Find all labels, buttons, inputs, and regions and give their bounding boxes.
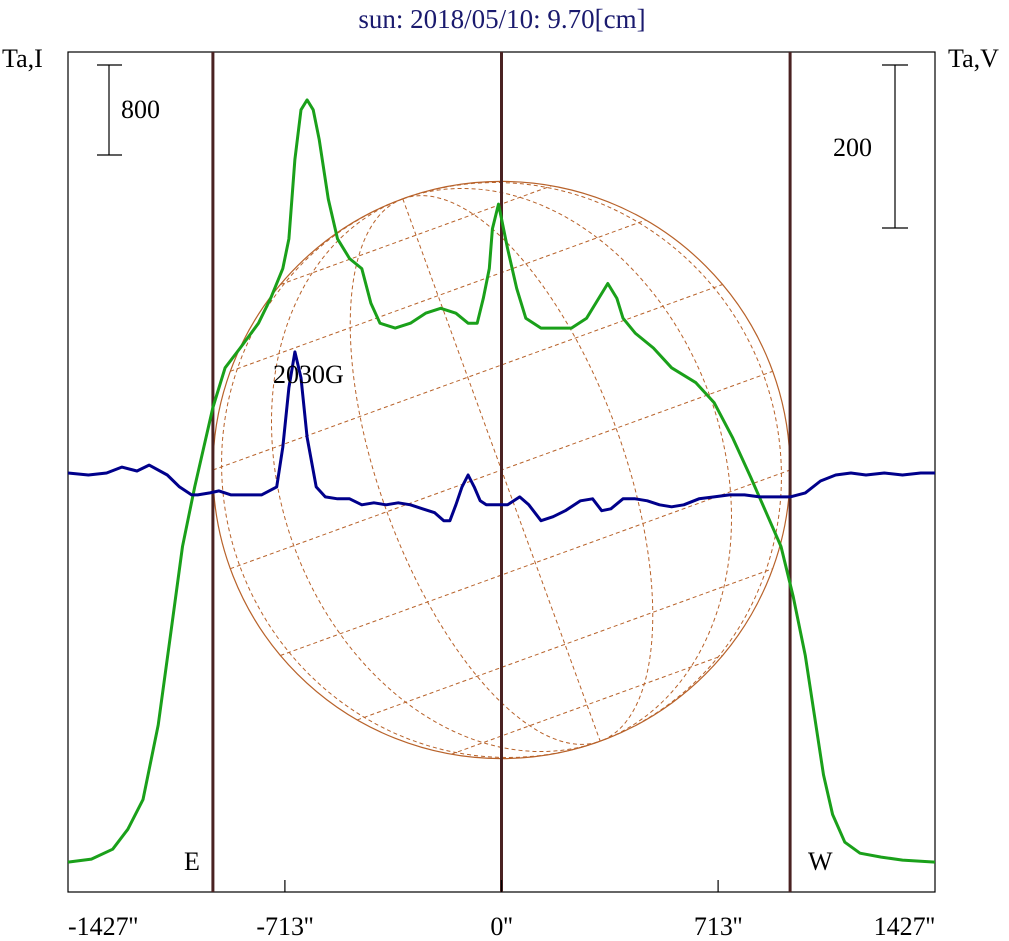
longitude-line bbox=[402, 188, 732, 742]
longitude-line bbox=[349, 198, 601, 745]
chart-title: sun: 2018/05/10: 9.70[cm] bbox=[358, 4, 645, 34]
limb-and-center-lines bbox=[211, 52, 792, 892]
latitude-line bbox=[280, 185, 552, 285]
x-tick-label: 713'' bbox=[694, 912, 742, 941]
scale-bar-left bbox=[97, 64, 122, 156]
y-axis-left-label: Ta,I bbox=[2, 44, 43, 73]
longitude-line bbox=[271, 198, 601, 752]
latitude-line bbox=[357, 568, 773, 721]
latitude-line bbox=[451, 655, 723, 755]
x-tick-label: -713'' bbox=[256, 912, 313, 941]
x-axis-ticks: -1427'' -713'' 0'' 713'' 1427'' bbox=[68, 880, 935, 941]
x-tick-label: 0'' bbox=[490, 912, 512, 941]
limb-east-label: E bbox=[184, 847, 200, 876]
intensity-series-line bbox=[67, 98, 936, 864]
latitude-line bbox=[280, 469, 791, 656]
polarization-series-line bbox=[67, 350, 935, 523]
latitude-line bbox=[212, 284, 723, 471]
x-tick-label: 1427'' bbox=[874, 912, 935, 941]
x-tick-label: -1427'' bbox=[68, 912, 138, 941]
longitude-line bbox=[402, 195, 654, 742]
series-layer bbox=[67, 98, 936, 864]
y-axis-right-label: Ta,V bbox=[948, 44, 999, 73]
annotation-label: 2030G bbox=[273, 360, 344, 389]
latitude-line bbox=[230, 219, 646, 372]
scale-bar-right-label: 200 bbox=[833, 133, 872, 162]
limb-west-label: W bbox=[808, 847, 833, 876]
scale-bar-right bbox=[882, 64, 908, 229]
scale-bar-left-label: 800 bbox=[121, 95, 160, 124]
